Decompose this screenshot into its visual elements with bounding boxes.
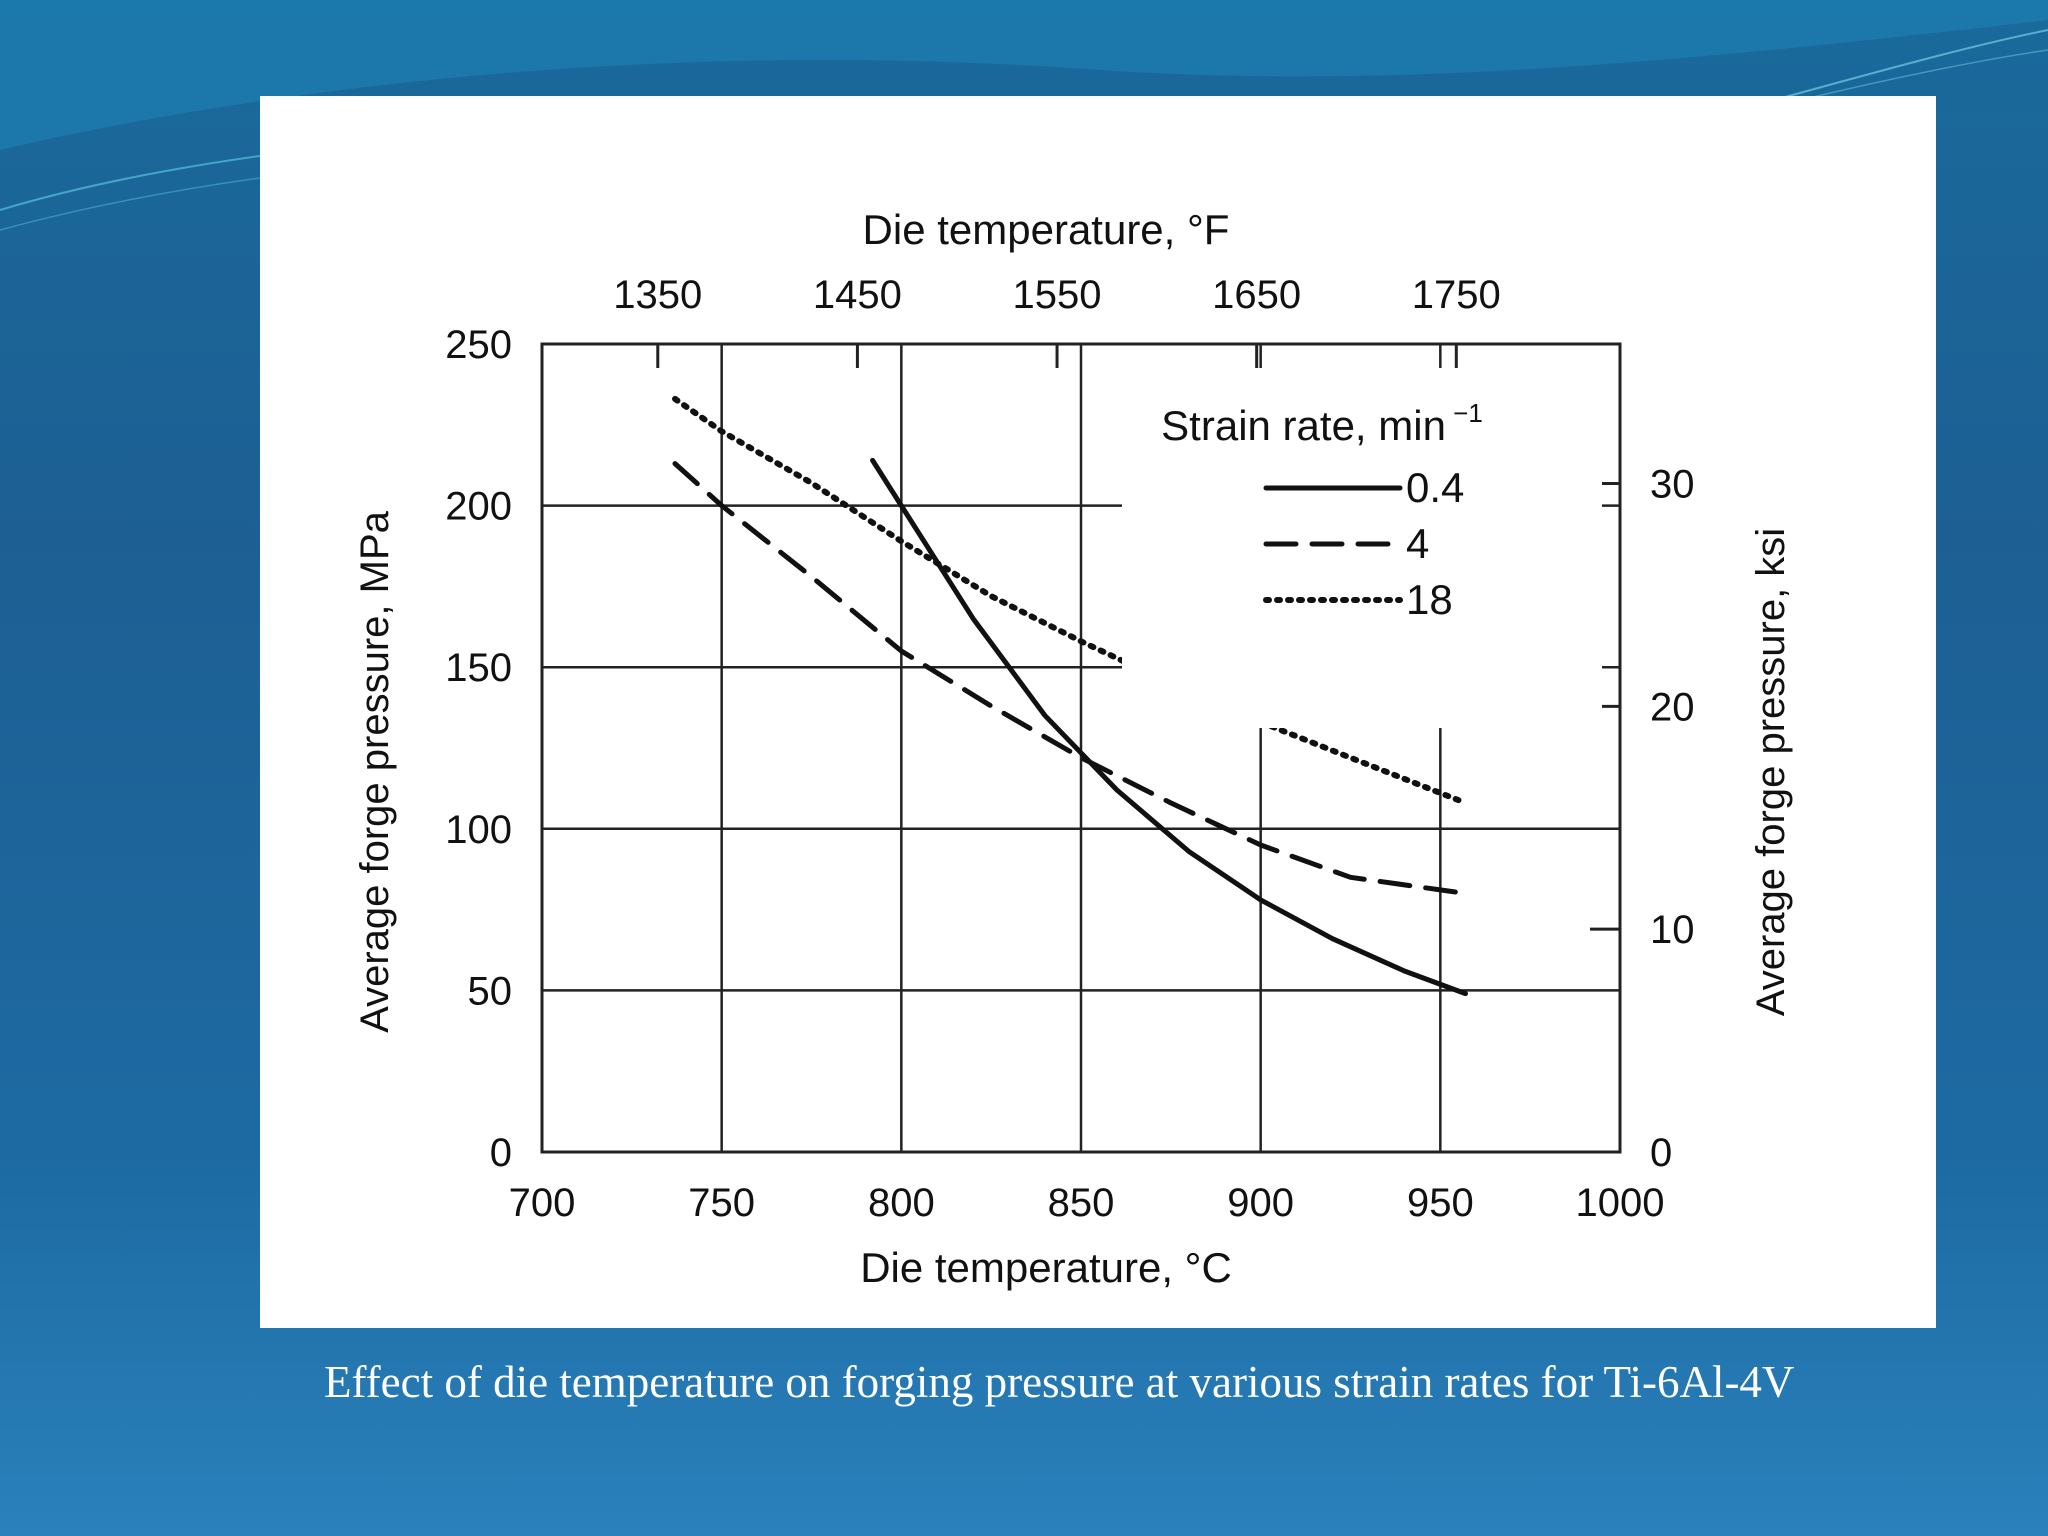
series-line-18 [672,395,1469,806]
x-tick-label: 950 [1407,1181,1474,1225]
x-tick-label: 900 [1227,1181,1294,1225]
y2-tick-label: 10 [1650,908,1695,952]
y-tick-label: 200 [445,485,512,529]
x-tick-label: 850 [1048,1181,1115,1225]
x-tick-label: 750 [688,1181,755,1225]
y2-tick-label: 20 [1650,685,1695,729]
legend-title-superscript: −1 [1446,398,1483,428]
y-tick-label: 0 [490,1131,512,1175]
y-tick-label: 150 [445,646,512,690]
x2-tick-label: 1450 [813,273,902,317]
x-tick-label: 1000 [1576,1181,1665,1225]
slide-caption: Effect of die temperature on forging pre… [324,1357,1795,1407]
figure-panel: 700 750 800 850 900 950 1000 0 50 100 150 200 250 135… [260,96,1936,1328]
legend-background [1122,368,1602,728]
y-axis-label: Average forge pressure, MPa [353,510,397,1033]
y2-tick-label: 30 [1650,462,1695,506]
legend-label-18: 18 [1406,576,1453,623]
chart: 700 750 800 850 900 950 1000050100150200250135… [353,206,1793,1291]
y2-axis-label: Average forge pressure, ksi [1749,528,1793,1016]
y-tick-label: 250 [445,323,512,367]
x-tick-label: 800 [868,1181,935,1225]
legend: Strain rate, min −1 0.4 4 18 [1122,368,1602,728]
y-tick-label: 100 [445,808,512,852]
legend-title: Strain rate, min −1 [1161,398,1483,449]
series-layer [672,395,1469,997]
x2-tick-label: 1350 [613,273,702,317]
legend-label-4: 4 [1406,520,1429,567]
y-tick-label: 50 [468,969,513,1013]
y2-tick-label: 0 [1650,1131,1672,1175]
x-tick-label: 700 [509,1181,576,1225]
x2-tick-label: 1750 [1412,273,1501,317]
series-line-4 [672,461,1468,896]
x2-axis-label: Die temperature, °F [863,206,1230,253]
x2-tick-label: 1650 [1212,273,1301,317]
x2-tick-label: 1550 [1013,273,1102,317]
x-axis-label: Die temperature, °C [860,1244,1232,1291]
legend-label-0.4: 0.4 [1406,464,1464,511]
tick-layer: 700 750 800 850 900 950 1000050100150200250135… [445,273,1694,1225]
